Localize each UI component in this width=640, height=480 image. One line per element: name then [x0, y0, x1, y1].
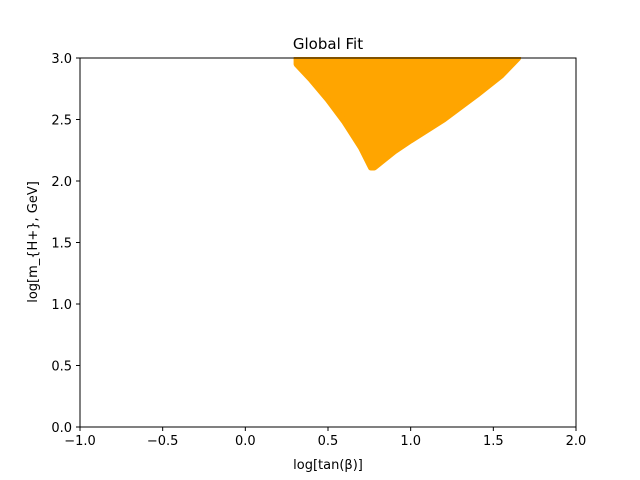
x-tick-label: 1.5 [483, 434, 504, 449]
x-tick-label: 2.0 [566, 434, 587, 449]
y-tick-label: 3.0 [51, 52, 72, 67]
y-tick-label: 0.0 [51, 421, 72, 436]
x-tick-label: 0.0 [235, 434, 256, 449]
y-tick-label: 2.5 [51, 114, 72, 129]
allowed-region [293, 57, 522, 171]
x-tick-label: −1.0 [64, 434, 96, 449]
y-tick-label: 1.0 [51, 298, 72, 313]
x-tick-label: 0.5 [318, 434, 339, 449]
chart-title: Global Fit [293, 35, 363, 53]
y-tick-label: 1.5 [51, 237, 72, 252]
x-ticks: −1.0 −0.5 0.0 0.5 1.0 1.5 2.0 [64, 427, 586, 449]
data-region-layer [293, 57, 522, 171]
y-tick-label: 0.5 [51, 360, 72, 375]
y-tick-label: 2.0 [51, 175, 72, 190]
y-ticks: 0.0 0.5 1.0 1.5 2.0 2.5 3.0 [51, 52, 80, 436]
y-axis-label: log[m_{H+}, GeV] [26, 181, 41, 303]
x-tick-label: 1.0 [400, 434, 421, 449]
x-axis-label: log[tan(β)] [293, 458, 363, 473]
x-tick-label: −0.5 [147, 434, 179, 449]
